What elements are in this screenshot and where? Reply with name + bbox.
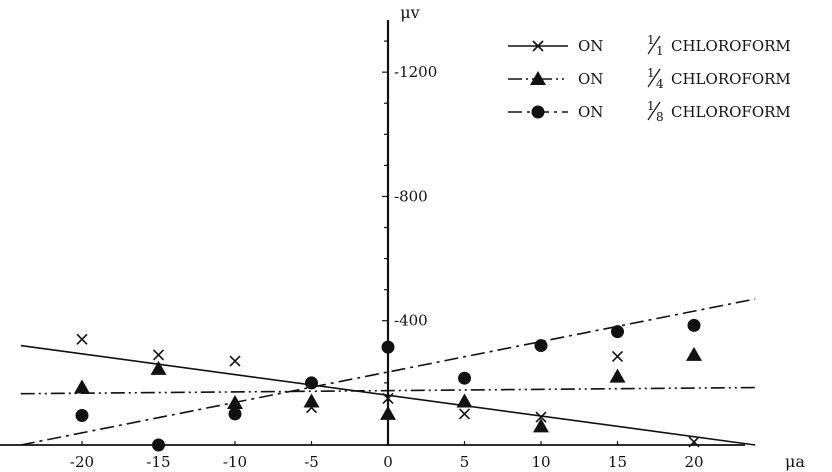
legend-fraction-slash [647, 68, 661, 88]
data-point-series-1 [229, 355, 241, 367]
legend-label-on: ON [578, 37, 603, 55]
y-axis-label: μv [400, 3, 419, 22]
data-point-series-2 [380, 405, 396, 420]
x-tick-label: 10 [531, 453, 550, 471]
legend-fraction-slash [647, 101, 661, 121]
data-point-series-1 [382, 392, 394, 404]
data-point-series-3 [611, 325, 624, 339]
data-point-series-2 [150, 360, 167, 375]
legend-label-chloroform: CHLOROFORM [671, 70, 791, 88]
y-tick-label: -800 [394, 187, 428, 205]
marker-x-stroke [458, 408, 471, 420]
data-point-series-3 [305, 376, 318, 390]
legend-fraction-denominator: 8 [656, 110, 664, 124]
data-point-series-3 [75, 408, 89, 422]
marker-x-stroke [76, 333, 88, 345]
x-axis-label: μa [785, 452, 805, 471]
axes: -20 -15 -10 -5 0 5 10 15 20 -400 -800 -1200 μa μv [0, 3, 805, 471]
data-point-series-2 [686, 346, 702, 361]
legend-fraction-numerator: 1 [647, 66, 655, 80]
marker-x-stroke [152, 349, 165, 361]
data-point-series-1 [611, 350, 624, 363]
legend-label-chloroform: CHLOROFORM [671, 103, 791, 121]
data-point-series-1 [76, 333, 88, 345]
legend-fraction-denominator: 1 [656, 44, 664, 58]
fit-line-series-3 [20, 298, 756, 446]
marker-x-stroke [535, 411, 547, 423]
data-point-series-1 [152, 349, 165, 361]
fit-lines [20, 298, 756, 446]
y-tick-label: -400 [394, 312, 428, 330]
x-tick-label: -15 [146, 453, 170, 471]
marker-x-stroke [532, 40, 544, 52]
legend-fraction-slash [647, 35, 661, 55]
marker-x-stroke [611, 350, 624, 363]
legend-marker-series-3 [531, 105, 545, 119]
data-point-series-2 [533, 418, 549, 433]
data-point-series-2 [74, 379, 90, 394]
legend-fraction-numerator: 1 [647, 99, 655, 113]
y-tick-label: -1200 [394, 63, 437, 81]
x-tick-label: -20 [70, 453, 94, 471]
x-tick-label: 15 [608, 453, 627, 471]
data-point-series-2 [227, 395, 243, 410]
data-point-series-3 [534, 339, 548, 353]
data-point-series-3 [228, 407, 242, 421]
data-point-series-1 [688, 436, 700, 448]
legend-marker-series-2 [530, 71, 546, 85]
x-tick-label: 5 [460, 453, 470, 471]
data-point-series-2 [609, 368, 626, 383]
marker-x-stroke [229, 355, 241, 367]
data-point-series-3 [381, 340, 395, 354]
data-point-series-1 [458, 408, 471, 420]
marker-x-stroke [688, 436, 700, 448]
x-tick-label: -5 [304, 453, 319, 471]
data-points [74, 318, 702, 452]
legend-label-chloroform: CHLOROFORM [671, 37, 791, 55]
legend-label-on: ON [578, 70, 603, 88]
legend-fraction-numerator: 1 [647, 33, 655, 47]
data-point-series-1 [535, 411, 547, 423]
x-tick-label: 0 [383, 453, 393, 471]
x-tick-label: 20 [684, 453, 703, 471]
fit-line-series-2 [20, 386, 756, 395]
data-point-series-2 [303, 393, 320, 408]
legend-marker-series-1 [532, 40, 544, 52]
data-point-series-2 [456, 393, 473, 408]
data-point-series-3 [152, 438, 165, 452]
marker-x-stroke [382, 392, 394, 404]
data-point-series-3 [687, 318, 701, 332]
fit-line-series-1 [20, 344, 756, 446]
legend-fraction-denominator: 4 [656, 77, 664, 91]
data-point-series-3 [458, 371, 471, 385]
legend-label-on: ON [578, 103, 603, 121]
x-tick-label: -10 [223, 453, 247, 471]
